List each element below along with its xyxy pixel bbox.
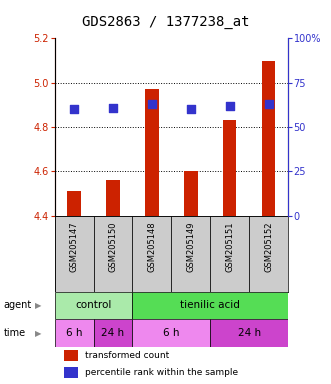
Text: GSM205150: GSM205150 xyxy=(109,222,118,272)
Text: GSM205151: GSM205151 xyxy=(225,222,234,272)
Point xyxy=(110,104,116,111)
Bar xyxy=(55,291,132,319)
Point xyxy=(266,101,271,107)
Bar xyxy=(106,180,120,215)
Bar xyxy=(64,350,78,361)
Text: GSM205148: GSM205148 xyxy=(147,222,156,272)
Bar xyxy=(210,319,288,347)
Text: 6 h: 6 h xyxy=(163,328,179,338)
Point xyxy=(71,106,77,113)
Bar xyxy=(93,319,132,347)
Bar xyxy=(210,215,249,291)
Text: 24 h: 24 h xyxy=(101,328,124,338)
Text: agent: agent xyxy=(3,300,31,311)
Text: ▶: ▶ xyxy=(35,329,41,338)
Text: transformed count: transformed count xyxy=(85,351,169,360)
Bar xyxy=(184,171,198,215)
Text: GSM205147: GSM205147 xyxy=(70,222,78,272)
Point xyxy=(227,103,232,109)
Text: GSM205149: GSM205149 xyxy=(186,222,195,272)
Text: ▶: ▶ xyxy=(35,301,41,310)
Bar xyxy=(93,215,132,291)
Text: tienilic acid: tienilic acid xyxy=(180,300,240,311)
Bar xyxy=(262,61,275,215)
Bar xyxy=(55,215,93,291)
Bar xyxy=(145,89,159,215)
Bar xyxy=(132,291,288,319)
Bar xyxy=(132,215,171,291)
Text: time: time xyxy=(3,328,25,338)
Bar xyxy=(249,215,288,291)
Bar xyxy=(223,120,236,215)
Bar xyxy=(64,367,78,378)
Text: GDS2863 / 1377238_at: GDS2863 / 1377238_at xyxy=(82,15,249,29)
Bar xyxy=(171,215,210,291)
Point xyxy=(149,101,155,107)
Bar xyxy=(67,191,81,215)
Text: 24 h: 24 h xyxy=(238,328,260,338)
Point xyxy=(188,106,193,113)
Text: percentile rank within the sample: percentile rank within the sample xyxy=(85,368,238,377)
Bar xyxy=(132,319,210,347)
Bar xyxy=(55,319,93,347)
Text: control: control xyxy=(75,300,112,311)
Text: GSM205152: GSM205152 xyxy=(264,222,273,272)
Text: 6 h: 6 h xyxy=(66,328,82,338)
